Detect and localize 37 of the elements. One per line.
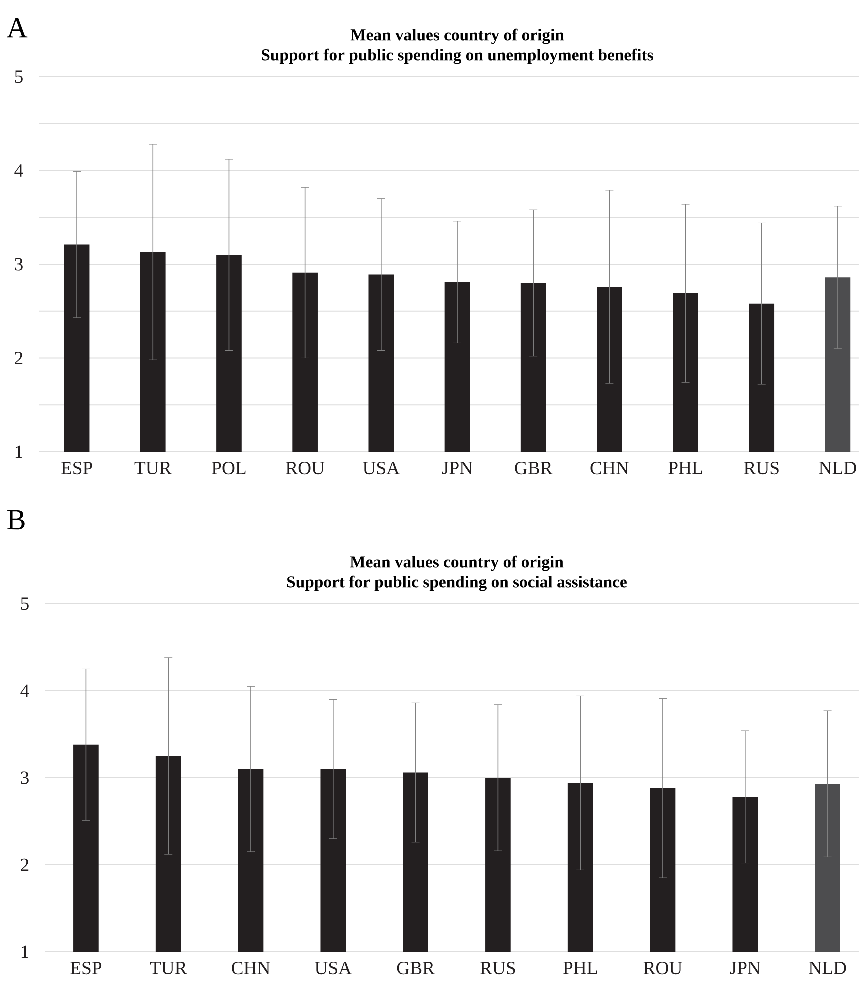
x-tick-label: CHN: [232, 962, 270, 975]
x-tick-label: JPN: [730, 962, 761, 974]
chart-subtitle: Support for public spending on unemployment benefits: [262, 48, 654, 64]
x-tick-label: RUS: [744, 462, 779, 475]
x-tick-label: JPN: [442, 462, 473, 474]
y-tick-label: 5: [21, 598, 29, 610]
x-tick-label: TUR: [150, 962, 188, 974]
y-tick-label: 5: [15, 70, 23, 84]
x-tick-label: GBR: [397, 962, 435, 975]
y-tick-label: 3: [15, 258, 23, 271]
x-tick-label: TUR: [134, 462, 172, 474]
y-tick-label: 1: [22, 946, 29, 958]
x-tick-label: POL: [212, 462, 246, 475]
x-tick-label: ROU: [644, 962, 682, 975]
text: A: [7, 18, 28, 38]
chart-subtitle: Support for public spending on social assistance: [287, 576, 627, 592]
x-tick-label: NLD: [819, 462, 856, 474]
y-tick-label: 1: [16, 446, 23, 458]
x-tick-label: USA: [363, 462, 400, 475]
y-tick-label: 3: [21, 772, 29, 784]
y-tick-label: 2: [15, 352, 23, 364]
x-tick-label: ROU: [286, 462, 325, 475]
y-tick-label: 4: [20, 684, 30, 698]
y-tick-label: 2: [21, 858, 29, 872]
x-tick-label: CHN: [590, 462, 629, 475]
chart-title: Mean values country of origin: [350, 28, 564, 44]
x-tick-label: ESP: [70, 962, 102, 975]
x-tick-label: NLD: [809, 962, 846, 974]
chart-title: Mean values country of origin: [350, 556, 564, 572]
text: B: [8, 510, 25, 530]
x-tick-label: ESP: [62, 462, 92, 475]
x-tick-label: PHL: [668, 462, 702, 474]
x-tick-label: PHL: [564, 962, 598, 974]
y-tick-label: 4: [14, 164, 24, 177]
x-tick-label: USA: [315, 962, 352, 975]
x-tick-label: GBR: [515, 462, 553, 475]
x-tick-label: RUS: [480, 962, 516, 975]
